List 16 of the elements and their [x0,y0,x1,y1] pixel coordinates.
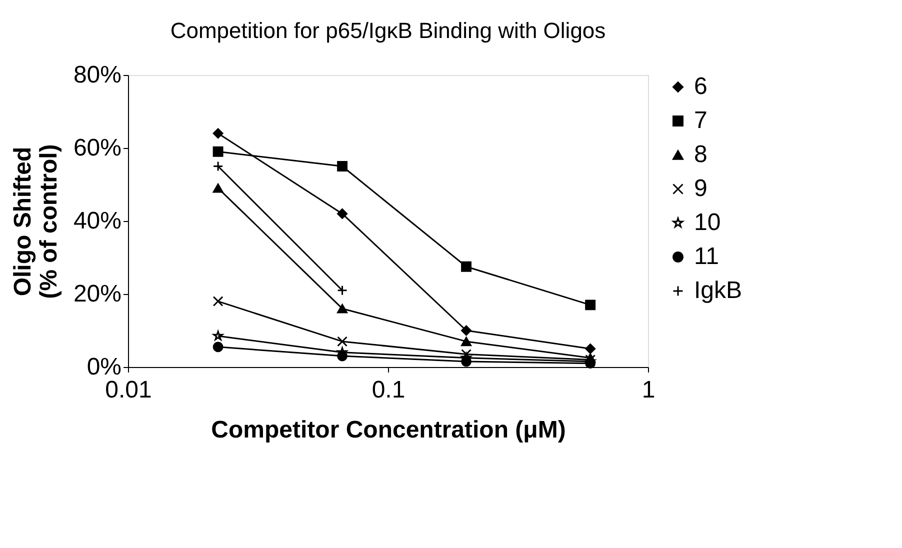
legend-label: 6 [694,73,708,100]
legend-label: 8 [694,141,708,168]
legend-label: 7 [694,107,708,134]
legend-label: 10 [694,209,721,236]
y-tick-label: 40% [73,208,122,234]
chart-title: Competition for p65/IgκB Binding with Oligos [170,18,606,43]
legend-label: 9 [694,175,708,202]
legend-label: IgkB [694,277,742,304]
y-tick-label: 20% [73,280,122,308]
x-tick-label: 0.1 [372,376,406,404]
x-tick-label: 1 [642,376,656,404]
x-axis-title: Competitor Concentration (μM) [211,416,566,444]
y-tick-label: 80% [73,62,122,88]
legend-label: 11 [694,243,719,270]
y-tick-label: 60% [73,134,122,162]
y-axis-title: Oligo Shifted (% of control) [9,144,62,299]
